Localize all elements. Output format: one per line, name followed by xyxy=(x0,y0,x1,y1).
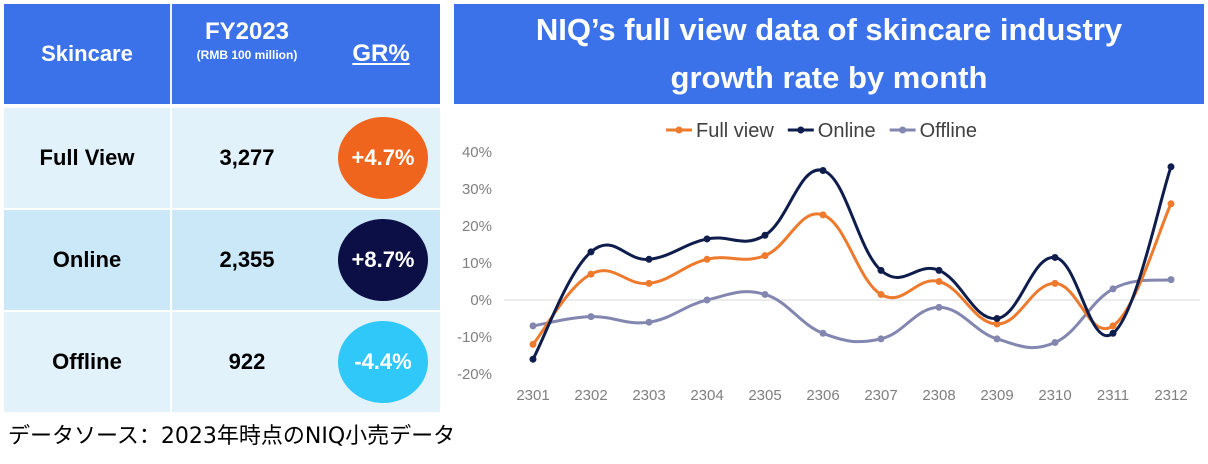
data-point-full-view xyxy=(1109,322,1117,330)
x-tick-label: 2311 xyxy=(1097,387,1129,404)
data-point-full-view xyxy=(587,270,595,278)
data-point-offline xyxy=(993,335,1001,343)
data-point-online xyxy=(1051,253,1059,261)
data-point-online xyxy=(877,266,885,274)
header-fy: FY2023 (RMB 100 million) xyxy=(172,18,322,62)
x-tick-label: 2302 xyxy=(574,387,607,404)
table-row-online: Online 2,355 +8.7% xyxy=(4,210,440,310)
data-point-full-view xyxy=(529,340,537,348)
data-point-online xyxy=(993,315,1001,322)
data-point-offline xyxy=(1051,339,1059,347)
x-tick-label: 2303 xyxy=(632,387,665,404)
data-point-full-view xyxy=(1051,279,1059,287)
data-point-offline xyxy=(529,322,537,330)
data-point-full-view xyxy=(645,279,653,287)
y-tick-label: 40% xyxy=(462,144,492,161)
row-value: 3,277 xyxy=(219,145,275,170)
row-category: Offline xyxy=(52,349,122,374)
data-point-online xyxy=(645,255,653,263)
chart-title: NIQ’s full view data of skincare industr… xyxy=(535,12,1123,95)
growth-badge-full-view: +4.7% xyxy=(338,117,428,199)
row-category: Full View xyxy=(39,145,135,170)
data-point-offline xyxy=(587,313,595,321)
row-divider xyxy=(170,312,172,412)
y-tick-label: -20% xyxy=(457,366,492,383)
data-point-offline xyxy=(761,290,769,298)
legend-label-full-view: Full view xyxy=(696,120,774,142)
legend-marker-offline xyxy=(899,126,907,134)
data-point-full-view xyxy=(877,290,885,298)
header-growth: GR% xyxy=(352,40,410,67)
x-tick-label: 2308 xyxy=(922,387,955,404)
header-fy-unit: (RMB 100 million) xyxy=(196,48,298,62)
data-point-full-view xyxy=(703,255,711,263)
y-tick-label: -10% xyxy=(457,329,492,346)
data-point-online xyxy=(761,231,769,239)
x-tick-label: 2307 xyxy=(864,387,897,404)
data-point-online xyxy=(1109,329,1117,337)
data-point-full-view xyxy=(819,211,827,219)
data-point-online xyxy=(703,235,711,243)
x-tick-label: 2312 xyxy=(1154,387,1187,404)
header-fy-label: FY2023 xyxy=(204,18,290,45)
line-chart: 40% 30% 20% 10% 0% -10% -20% 2301 2302 2303 2304 23… xyxy=(457,120,1200,404)
data-point-full-view xyxy=(761,252,769,260)
data-point-offline xyxy=(935,303,943,311)
x-tick-label: 2301 xyxy=(516,387,549,404)
series-line-online xyxy=(531,166,1173,360)
source-note: データソース：2023年時点のNIQ小売データ xyxy=(8,424,456,449)
data-point-offline xyxy=(877,335,885,343)
data-point-full-view xyxy=(993,320,1001,328)
table-header: Skincare FY2023 (RMB 100 million) GR% xyxy=(4,4,440,104)
legend-label-online: Online xyxy=(818,120,876,142)
row-category: Online xyxy=(52,247,122,272)
data-point-online xyxy=(529,355,537,363)
data-point-online xyxy=(935,266,943,274)
x-tick-label: 2310 xyxy=(1038,387,1071,404)
table-row-full-view: Full View 3,277 +4.7% xyxy=(4,108,440,208)
header-divider xyxy=(170,4,172,104)
x-tick-label: 2305 xyxy=(748,387,781,404)
data-point-online xyxy=(1167,163,1175,171)
y-tick-label: 10% xyxy=(462,255,492,272)
growth-badge-offline: -4.4% xyxy=(338,321,428,403)
y-tick-label: 0% xyxy=(470,292,492,309)
x-tick-label: 2306 xyxy=(806,387,839,404)
chart-title-banner: NIQ’s full view data of skincare industr… xyxy=(454,4,1204,104)
y-tick-label: 30% xyxy=(462,181,492,198)
data-point-offline xyxy=(1109,285,1117,293)
y-tick-label: 20% xyxy=(462,218,492,235)
growth-badge-online: +8.7% xyxy=(338,219,428,301)
data-point-offline xyxy=(703,296,711,304)
row-divider xyxy=(170,210,172,310)
header-category: Skincare xyxy=(41,41,133,66)
legend-marker-full-view xyxy=(675,126,683,134)
x-tick-label: 2309 xyxy=(980,387,1013,404)
data-point-offline xyxy=(645,318,653,326)
row-value: 2,355 xyxy=(219,247,275,272)
data-point-offline xyxy=(1167,276,1175,284)
data-point-full-view xyxy=(935,278,943,285)
data-point-full-view xyxy=(1167,200,1175,208)
data-point-online xyxy=(587,248,595,256)
row-value: 922 xyxy=(228,349,266,374)
row-divider xyxy=(170,108,172,208)
legend-label-offline: Offline xyxy=(920,120,977,142)
data-point-offline xyxy=(819,329,827,337)
x-tick-label: 2304 xyxy=(690,387,723,404)
data-point-online xyxy=(819,167,827,174)
series-line-offline xyxy=(532,278,1172,350)
table-row-offline: Offline 922 -4.4% xyxy=(4,312,440,412)
legend-marker-online xyxy=(797,126,805,134)
